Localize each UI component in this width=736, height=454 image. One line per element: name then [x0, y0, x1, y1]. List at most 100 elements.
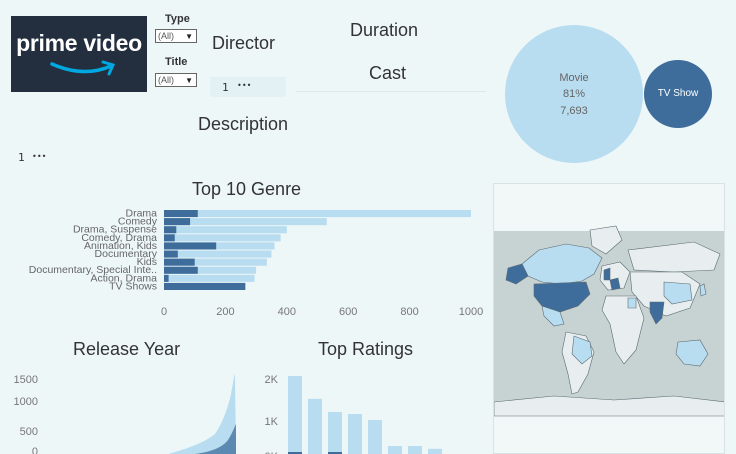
- tvshow-label: TV Show: [657, 88, 699, 99]
- description-ellipsis: •••: [32, 152, 47, 161]
- genre-label: TV Shows: [109, 280, 157, 292]
- ratings-bar: [328, 412, 342, 454]
- movie-count: 7,693: [560, 105, 588, 117]
- china-shape: [663, 281, 693, 305]
- release-year-title: Release Year: [73, 339, 181, 359]
- genre-tick-label: 800: [400, 306, 418, 318]
- genre-label: Comedy: [118, 216, 158, 228]
- genre-label: Drama: [125, 208, 157, 220]
- description-index: 1: [18, 151, 25, 164]
- genre-bar-total: [164, 234, 281, 242]
- title-filter-value: (All): [158, 75, 174, 85]
- director-ellipsis: •••: [237, 81, 252, 90]
- antarctica-shape: [494, 395, 724, 417]
- movie-bubble[interactable]: Movie 81% 7,693: [505, 25, 643, 163]
- genre-label: Animation, Kids: [84, 240, 157, 252]
- africa-shape: [601, 295, 645, 365]
- canada-shape: [521, 243, 603, 285]
- ratings-bar: [428, 448, 442, 454]
- cast-header: Cast: [369, 63, 407, 83]
- release-year-tick-label: 0: [32, 446, 38, 454]
- genre-bar-total: [164, 258, 267, 266]
- genre-bar-tv: [164, 274, 169, 282]
- ratings-chart: 2K 1K 0K: [265, 374, 442, 454]
- description-header: Description: [198, 114, 289, 134]
- movie-label: Movie: [559, 72, 589, 84]
- ratings-bar: [348, 414, 362, 454]
- genre-tick-label: 600: [339, 306, 357, 318]
- director-cell[interactable]: 1 •••: [210, 77, 286, 97]
- alaska-shape: [505, 263, 529, 285]
- prime-video-logo: prime video: [11, 16, 147, 92]
- genre-label: Action, Drama: [90, 272, 157, 284]
- genre-label: Documentary: [95, 248, 158, 260]
- egypt-shape: [627, 297, 637, 309]
- logo-text: prime video: [16, 30, 142, 56]
- genre-bar-total: [164, 250, 272, 258]
- tvshow-bubble[interactable]: TV Show: [644, 60, 712, 128]
- greenland-shape: [589, 225, 623, 255]
- dropdown-arrow-icon: ▼: [185, 32, 193, 41]
- ratings-bar: [388, 446, 402, 454]
- india-shape: [649, 301, 665, 325]
- genre-chart-title: Top 10 Genre: [192, 179, 302, 199]
- genre-tick-label: 400: [278, 306, 296, 318]
- japan-shape: [699, 283, 707, 297]
- type-filter-value: (All): [158, 31, 174, 41]
- genre-bar-total: [164, 218, 327, 226]
- dropdown-arrow-icon: ▼: [185, 76, 193, 85]
- release-year-area-total: [168, 374, 236, 454]
- genre-bar-total: [164, 242, 275, 250]
- type-filter-label: Type: [165, 13, 190, 25]
- ratings-tick-label: 1K: [265, 416, 279, 428]
- release-year-tick-label: 1500: [14, 374, 38, 386]
- genre-bar-tv: [164, 258, 195, 266]
- title-filter-dropdown[interactable]: (All) ▼: [155, 73, 197, 87]
- australia-shape: [675, 339, 709, 367]
- release-year-area-tv: [195, 424, 236, 454]
- ratings-bar: [288, 376, 302, 454]
- title-filter-label: Title: [165, 56, 188, 68]
- genre-bar-total: [164, 266, 257, 274]
- genre-tick-label: 200: [216, 306, 234, 318]
- release-year-tick-label: 1000: [14, 396, 38, 408]
- brazil-shape: [571, 335, 593, 365]
- genre-label: Kids: [137, 256, 157, 268]
- ratings-title: Top Ratings: [318, 339, 414, 359]
- genre-bar-tv: [164, 282, 246, 290]
- smile-icon: [50, 60, 116, 76]
- genre-bar-total: [164, 210, 471, 218]
- ratings-bar: [308, 398, 322, 454]
- genre-tick-label: 0: [161, 306, 167, 318]
- ratings-bar: [368, 420, 382, 454]
- genre-bar-tv: [164, 266, 198, 274]
- france-shape: [609, 277, 621, 291]
- world-map-svg: [494, 225, 724, 417]
- type-filter-dropdown[interactable]: (All) ▼: [155, 29, 197, 43]
- director-header: Director: [212, 33, 276, 53]
- genre-label: Drama, Suspense: [73, 224, 157, 236]
- mexico-shape: [541, 305, 565, 327]
- release-year-chart: 1500 1000 500 0: [14, 374, 236, 454]
- usa-shape: [533, 281, 591, 313]
- ratings-bar-tv: [288, 452, 302, 454]
- genre-bar-tv: [164, 218, 191, 226]
- genre-tick-label: 1000: [459, 306, 483, 318]
- divider: [296, 91, 486, 92]
- genre-bar-tv: [164, 226, 177, 234]
- genre-label: Documentary, Special Inte..: [29, 264, 157, 276]
- genre-label: Comedy, Drama: [81, 232, 157, 244]
- uk-shape: [603, 267, 611, 281]
- genre-bar-tv: [164, 210, 198, 218]
- movie-pct: 81%: [562, 88, 586, 100]
- world-map[interactable]: [493, 183, 725, 454]
- ratings-bar-tv: [328, 452, 342, 454]
- genre-bar-total: [164, 226, 287, 234]
- ratings-tick-label: 2K: [265, 374, 279, 386]
- ratings-bar: [408, 446, 422, 454]
- genre-bar-tv: [164, 242, 217, 250]
- genre-bar-tv: [164, 250, 178, 258]
- duration-header: Duration: [350, 20, 419, 40]
- russia-shape: [627, 241, 721, 273]
